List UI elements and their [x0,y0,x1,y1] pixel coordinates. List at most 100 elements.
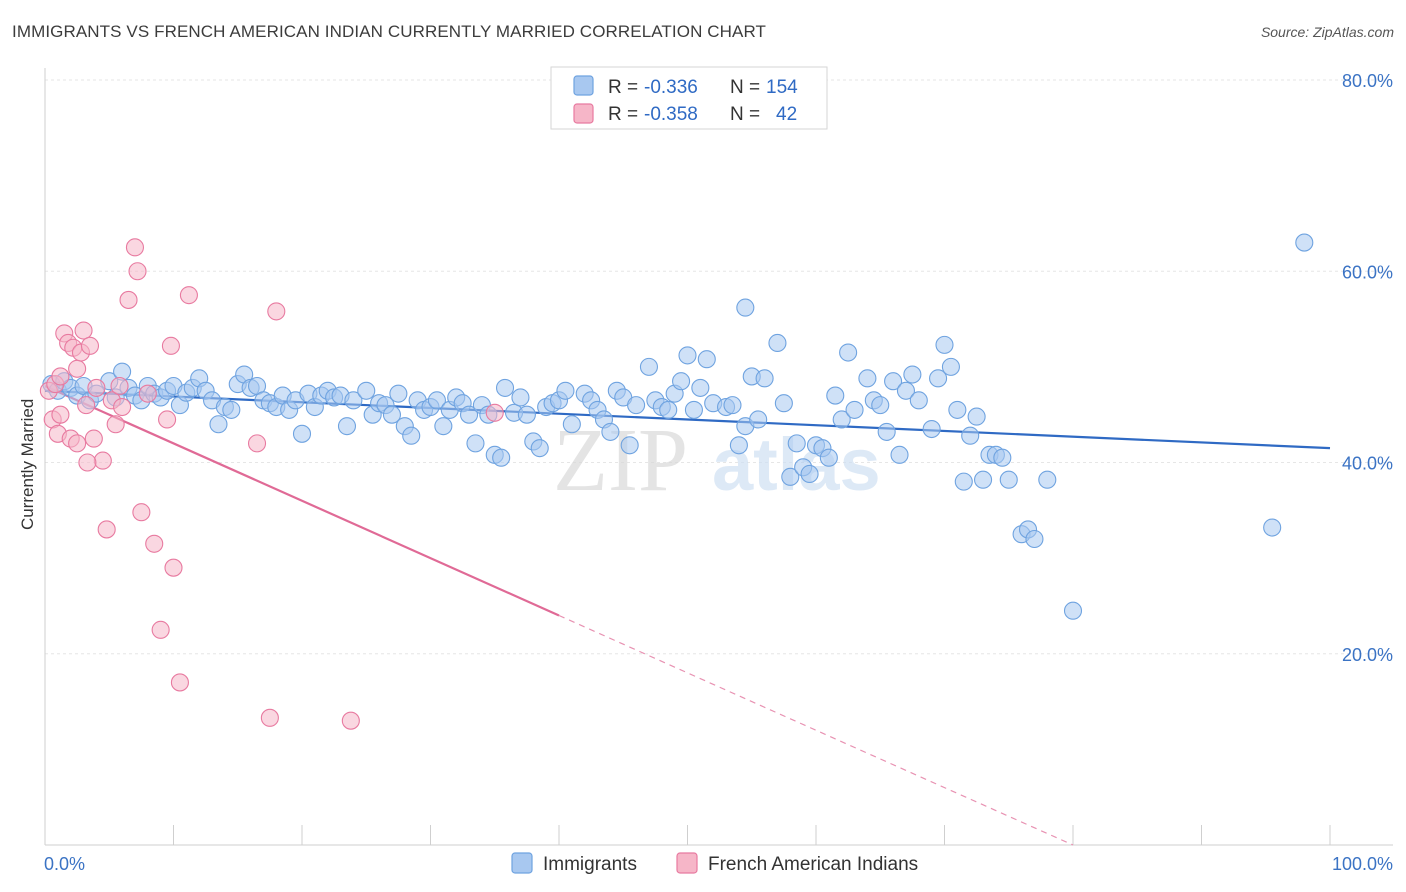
immigrants-point-78 [556,381,575,400]
y-tick-label-80: 80.0% [1342,71,1393,91]
immigrants-point-124 [909,391,928,410]
x-tick-label-max: 100.0% [1332,854,1393,874]
legend-n-value-0: 154 [766,77,798,98]
immigrants-point-63 [459,405,479,424]
french-point-14 [80,336,100,355]
immigrants-point-94 [672,372,691,391]
immigrants-point-88 [627,396,646,415]
trend-line-french [44,384,560,617]
immigrants-point-141 [1063,601,1083,620]
immigrants-point-74 [530,439,549,458]
immigrants-point-101 [729,436,748,455]
french-point-40 [51,367,70,386]
legend-n-label-0: N = [730,77,765,98]
bottom-legend-swatch-french [676,852,698,874]
immigrants-point-145 [736,298,755,317]
immigrants-point-120 [877,422,896,441]
french-point-34 [179,286,198,305]
immigrants-point-106 [768,333,787,353]
immigrants-point-126 [929,369,948,388]
immigrants-point-72 [517,405,536,424]
french-point-21 [110,376,129,396]
french-point-30 [158,410,177,429]
legend-swatch-immigrants [573,75,594,96]
bottom-legend-label-immigrants: Immigrants [543,854,637,875]
immigrants-point-105 [755,369,774,388]
french-point-39 [485,403,504,422]
legend-r-value-1: -0.358 [644,104,698,125]
immigrants-point-147 [826,386,845,405]
bottom-legend-label-french: French American Indians [708,854,918,875]
french-point-23 [119,290,138,309]
immigrants-point-127 [935,335,954,354]
immigrants-point-107 [781,467,800,486]
french-point-16 [87,378,106,397]
grid-lines [45,79,1393,655]
y-tick-label-20: 20.0% [1342,645,1393,665]
immigrants-point-98 [697,350,716,369]
french-point-20 [106,415,125,434]
y-tick-label-40: 40.0% [1342,454,1393,474]
legend-r-value-0: -0.336 [644,77,698,98]
french-point-15 [84,429,103,448]
legend-n-value-1: 42 [776,104,797,125]
french-point-9 [68,434,87,453]
axes [44,68,1393,846]
french-point-10 [68,359,87,378]
immigrants-point-142 [1263,518,1282,537]
immigrants-point-131 [967,407,986,426]
immigrants-point-96 [684,400,703,419]
french-point-27 [138,384,157,403]
french-point-18 [97,520,116,539]
legend-r-label-0: R = [608,77,643,98]
x-tick-label-min: 0.0% [44,854,85,874]
immigrants-point-95 [678,346,697,365]
immigrants-point-69 [495,378,515,397]
french-point-28 [145,534,164,553]
series-legend: Immigrants French American Indians [511,852,918,875]
legend-n-label-1: N = [730,104,765,125]
immigrants-point-104 [749,410,768,429]
immigrants-point-149 [954,472,973,491]
immigrants-point-38 [292,424,312,443]
immigrants-point-136 [999,470,1018,489]
immigrants-point-135 [993,448,1012,467]
immigrants-point-92 [659,400,678,419]
immigrants-point-121 [884,372,903,391]
immigrants-point-140 [1038,470,1057,489]
immigrants-point-45 [337,417,357,436]
immigrants-point-97 [691,378,710,397]
immigrants-point-114 [832,410,851,429]
french-point-13 [77,396,96,415]
immigrants-point-130 [961,426,980,445]
french-point-4 [51,405,70,424]
french-point-29 [151,620,170,639]
french-point-38 [341,711,360,730]
immigrants-point-132 [973,470,993,489]
immigrants-point-84 [601,422,620,441]
immigrants-point-52 [389,384,408,403]
immigrants-point-139 [1025,529,1044,549]
legend-swatch-french [573,103,594,124]
immigrants-point-123 [903,365,922,384]
immigrants-point-51 [382,405,402,424]
immigrants-point-47 [357,381,376,400]
french-point-37 [267,302,286,321]
french-point-36 [260,708,279,727]
trend-line-french-extension [558,614,1074,846]
french-point-22 [113,397,132,417]
y-tick-labels: 20.0% 40.0% 60.0% 80.0% [1342,71,1393,665]
immigrants-point-68 [492,448,511,467]
immigrants-point-113 [819,448,838,467]
french-point-12 [74,321,93,340]
immigrants-point-129 [948,400,967,419]
immigrants-point-122 [896,381,916,400]
y-tick-label-60: 60.0% [1342,262,1393,282]
immigrants-point-115 [839,343,858,362]
x-tick-labels: 0.0% 100.0% [44,854,1393,874]
immigrants-point-125 [922,419,941,439]
correlation-legend: R = -0.336 N = 154 R = -0.358 N = 42 [550,66,828,130]
legend-r-label-1: R = [608,104,643,125]
bottom-legend-swatch-immigrants [511,852,533,874]
immigrants-point-54 [402,426,421,445]
